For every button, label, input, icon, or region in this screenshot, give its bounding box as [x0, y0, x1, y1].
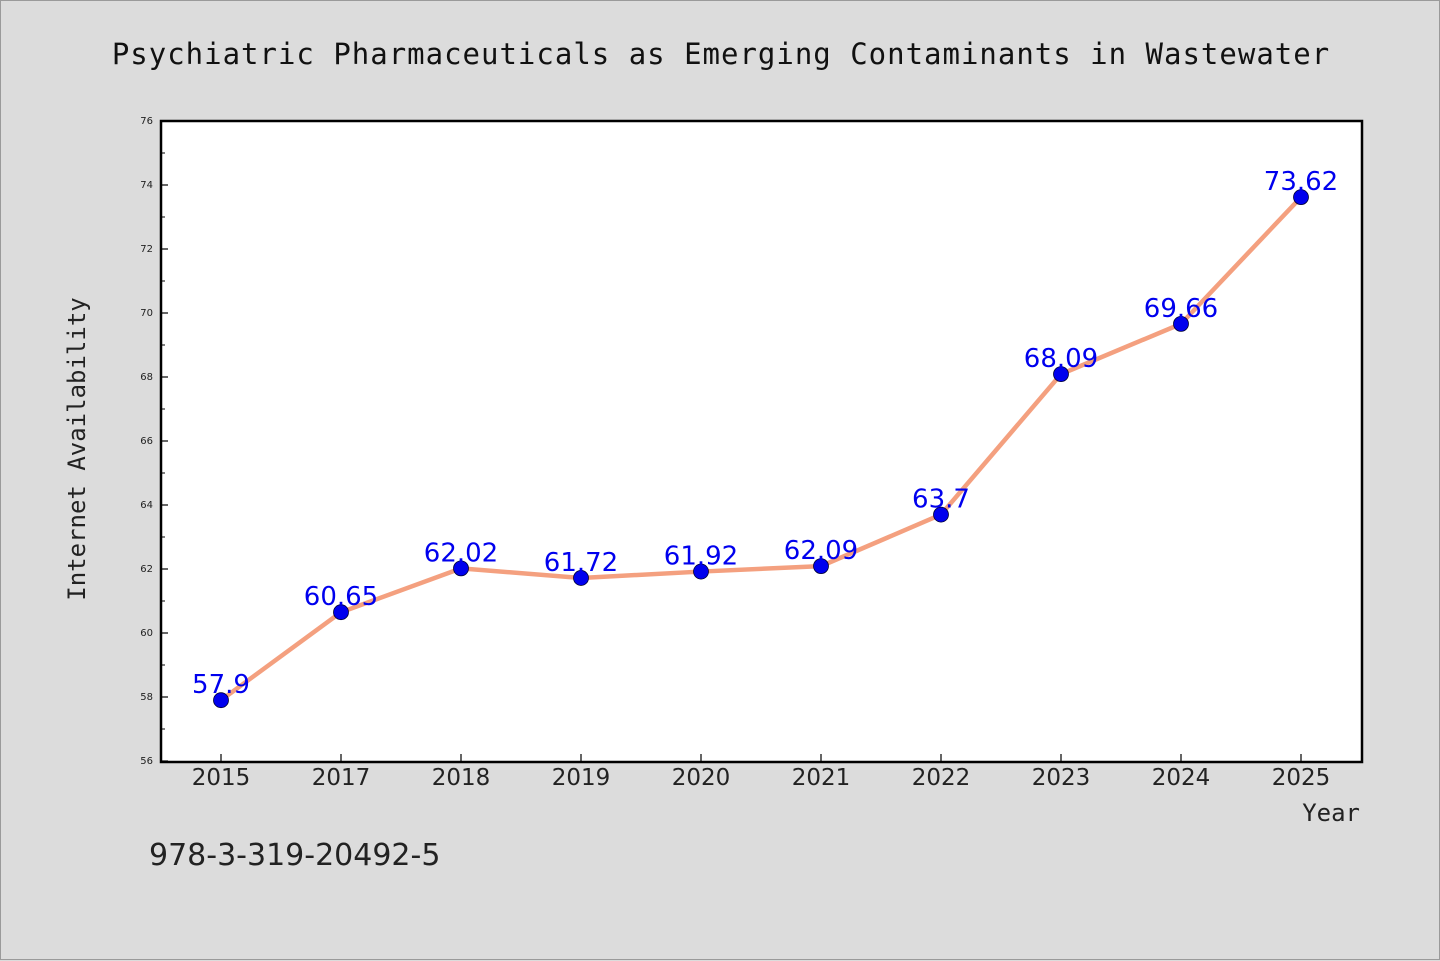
x-tick-label: 2022: [912, 765, 971, 791]
data-point: [813, 558, 829, 575]
data-point: [1173, 315, 1189, 332]
series-points-group: [213, 189, 1309, 709]
x-tick-label: 2015: [192, 765, 251, 791]
y-tick-label: 72: [140, 244, 153, 255]
data-label: 68.09: [1024, 344, 1098, 374]
data-label: 63.7: [912, 485, 970, 515]
x-axis-title: Year: [1302, 799, 1360, 827]
data-point: [333, 604, 349, 621]
data-label: 73.62: [1264, 167, 1338, 197]
x-tick-label: 2017: [312, 765, 371, 791]
data-label: 60.65: [304, 582, 378, 612]
x-tick-label: 2021: [792, 765, 851, 791]
x-tick-label: 2020: [672, 765, 731, 791]
y-axis: 56 58 60 62 64 66 68 70 72 74 76: [140, 116, 168, 767]
series-line-group: [218, 194, 1304, 703]
y-tick-label: 74: [140, 180, 153, 191]
data-point: [1293, 189, 1309, 206]
data-label: 57.9: [192, 670, 250, 700]
x-tick-label: 2025: [1272, 765, 1331, 791]
x-tick-label: 2023: [1032, 765, 1091, 791]
x-axis: 2015 2017 2018 2019 2020 2021 2022 2023 2024 2025: [192, 754, 1331, 791]
data-point: [693, 563, 709, 580]
x-tick-label: 2018: [432, 765, 491, 791]
isbn-footer: 978-3-319-20492-5: [149, 838, 440, 873]
data-point: [453, 560, 469, 577]
y-tick-label: 62: [140, 564, 153, 575]
x-tick-label: 2024: [1152, 765, 1211, 791]
y-tick-label: 76: [140, 116, 153, 127]
data-label: 62.09: [784, 536, 858, 566]
y-tick-label: 58: [140, 692, 153, 703]
chart-title: Psychiatric Pharmaceuticals as Emerging …: [112, 37, 1330, 71]
y-tick-label: 70: [140, 308, 153, 319]
y-tick-label: 64: [140, 500, 153, 511]
data-label: 61.92: [664, 542, 738, 572]
data-point: [1053, 366, 1069, 383]
plot-area: [159, 119, 1364, 764]
data-label: 61.72: [544, 548, 618, 578]
y-tick-label: 60: [140, 628, 153, 639]
data-point: [573, 570, 589, 586]
data-label: 62.02: [424, 538, 498, 568]
x-tick-label: 2019: [552, 765, 611, 791]
data-point: [213, 692, 229, 709]
series-line: [218, 194, 1304, 703]
data-labels-group: 57.9 60.65 62.02 61.72 61.92 62.09 63.7 68.09 69…: [192, 167, 1338, 700]
y-axis-title: Internet Availability: [63, 297, 91, 600]
data-label: 69.66: [1144, 294, 1218, 324]
y-tick-label: 66: [140, 436, 153, 447]
data-point: [933, 506, 949, 523]
y-tick-label: 56: [140, 756, 153, 767]
y-tick-label: 68: [140, 372, 153, 383]
